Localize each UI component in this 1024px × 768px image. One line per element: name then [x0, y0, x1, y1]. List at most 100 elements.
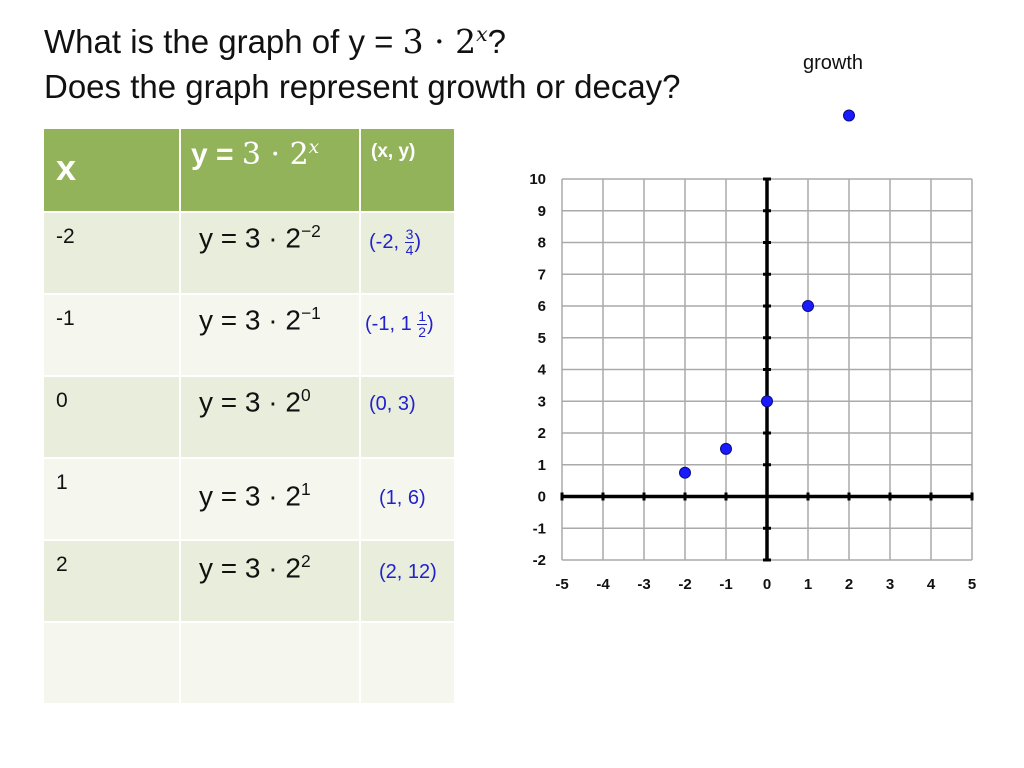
data-points [679, 109, 855, 479]
point-suffix: ) [414, 230, 422, 253]
header-y-exp: x [308, 137, 320, 158]
fraction-numerator: 1 [417, 308, 428, 325]
y-tick-label: 5 [538, 330, 546, 347]
x-value: 0 [56, 389, 68, 412]
expression-exponent: 1 [300, 479, 311, 499]
expr-cell: y = 3 · 22 [179, 539, 361, 623]
value-table: x y = 3 · 2x (x, y) -2 y = 3 · 2−2 (-2, … [42, 127, 456, 705]
data-point [843, 109, 855, 122]
header-y-base: 3 · 2 [241, 137, 309, 172]
fraction-denominator: 2 [418, 324, 427, 340]
expression-base: y = 3 · 2 [199, 386, 301, 418]
point-cell: (1, 6) [359, 457, 456, 541]
question-suffix: ? [487, 23, 506, 60]
expression: y = 3 · 20 [181, 377, 359, 418]
point-value: (2, 12) [379, 561, 437, 583]
question-line-2: Does the graph represent growth or decay… [44, 68, 681, 105]
data-point [761, 395, 773, 408]
header-y-cell: y = 3 · 2x [179, 127, 361, 213]
y-tick-label: 8 [538, 235, 546, 252]
y-tick-label: -1 [533, 520, 546, 537]
point-prefix: (-2, [369, 230, 405, 253]
table-row [42, 621, 456, 705]
expression-base: y = 3 · 2 [199, 480, 301, 512]
header-xy: (x, y) [371, 141, 416, 162]
question-base: 3 · 2 [402, 22, 477, 61]
y-tick-label: 7 [538, 266, 546, 283]
x-cell: 2 [42, 539, 181, 623]
expression-exponent: 0 [300, 385, 311, 405]
x-tick-label: 2 [845, 576, 853, 593]
y-tick-label: 10 [529, 171, 546, 188]
y-tick-label: 2 [538, 425, 546, 442]
y-tick-label: 6 [538, 298, 546, 315]
x-value: 1 [56, 471, 68, 494]
y-tick-label: 9 [538, 203, 546, 220]
point-value: (-2, 3 4) [361, 213, 454, 258]
expr-cell: y = 3 · 2−1 [179, 293, 361, 377]
expression: y = 3 · 2−2 [181, 213, 359, 254]
axes [560, 177, 974, 562]
expression: y = 3 · 2−1 [181, 295, 359, 336]
x-value: -1 [56, 307, 75, 330]
table-row: -2 y = 3 · 2−2 (-2, 3 4) [42, 211, 456, 295]
data-point [720, 442, 732, 455]
table-header-row: x y = 3 · 2x (x, y) [42, 127, 456, 213]
question-exponent: x [476, 22, 488, 46]
expr-cell: y = 3 · 2−2 [179, 211, 361, 295]
x-tick-label: 1 [804, 576, 812, 593]
point-cell: (-2, 3 4) [359, 211, 456, 295]
header-x-cell: x [42, 127, 181, 213]
x-value: -2 [56, 225, 75, 248]
fraction-denominator: 4 [405, 242, 414, 258]
x-tick-label: 5 [968, 576, 976, 593]
y-tick-label: -2 [533, 552, 546, 569]
x-tick-label: 4 [927, 576, 936, 593]
point-value: (0, 3) [369, 393, 416, 415]
expression-base: y = 3 · 2 [199, 552, 301, 584]
x-tick-label: 3 [886, 576, 894, 593]
expression-base: y = 3 · 2 [199, 304, 301, 336]
x-cell: 0 [42, 375, 181, 459]
x-cell: 1 [42, 457, 181, 541]
fraction-numerator: 3 [404, 226, 415, 243]
header-xy-cell: (x, y) [359, 127, 456, 213]
point-value: (-1, 1 1 2) [361, 295, 454, 340]
x-tick-labels: -5 -4 -3 -2 -1 0 1 2 3 4 5 [555, 576, 976, 593]
table-row: 0 y = 3 · 20 (0, 3) [42, 375, 456, 459]
empty-cell [42, 621, 181, 705]
empty-cell [359, 621, 456, 705]
empty-cell [179, 621, 361, 705]
point-whole: 1 [400, 312, 418, 335]
x-cell: -2 [42, 211, 181, 295]
expression-exponent: −1 [300, 303, 321, 323]
x-tick-label: 0 [763, 576, 771, 593]
header-y-prefix: y = [191, 138, 242, 171]
point-cell: (-1, 1 1 2) [359, 293, 456, 377]
point-prefix: (-1, [365, 312, 401, 335]
question-prefix: What is the graph of y = [44, 23, 403, 60]
header-x: x [56, 147, 77, 188]
table-row: 2 y = 3 · 22 (2, 12) [42, 539, 456, 623]
point-cell: (0, 3) [359, 375, 456, 459]
table-row: -1 y = 3 · 2−1 (-1, 1 1 2) [42, 293, 456, 377]
x-value: 2 [56, 553, 68, 576]
x-tick-label: -5 [555, 576, 568, 593]
expr-cell: y = 3 · 20 [179, 375, 361, 459]
expression-exponent: 2 [300, 551, 311, 571]
y-tick-label: 1 [538, 457, 546, 474]
growth-label: growth [803, 52, 864, 74]
x-tick-label: -4 [596, 576, 610, 593]
y-tick-label: 4 [538, 362, 547, 379]
x-cell: -1 [42, 293, 181, 377]
header-y: y = 3 · 2x [181, 129, 359, 172]
table-row: 1 y = 3 · 21 (1, 6) [42, 457, 456, 541]
x-tick-label: -3 [637, 576, 650, 593]
data-point [802, 300, 814, 312]
expr-cell: y = 3 · 21 [179, 457, 361, 541]
point-value: (1, 6) [379, 487, 426, 509]
